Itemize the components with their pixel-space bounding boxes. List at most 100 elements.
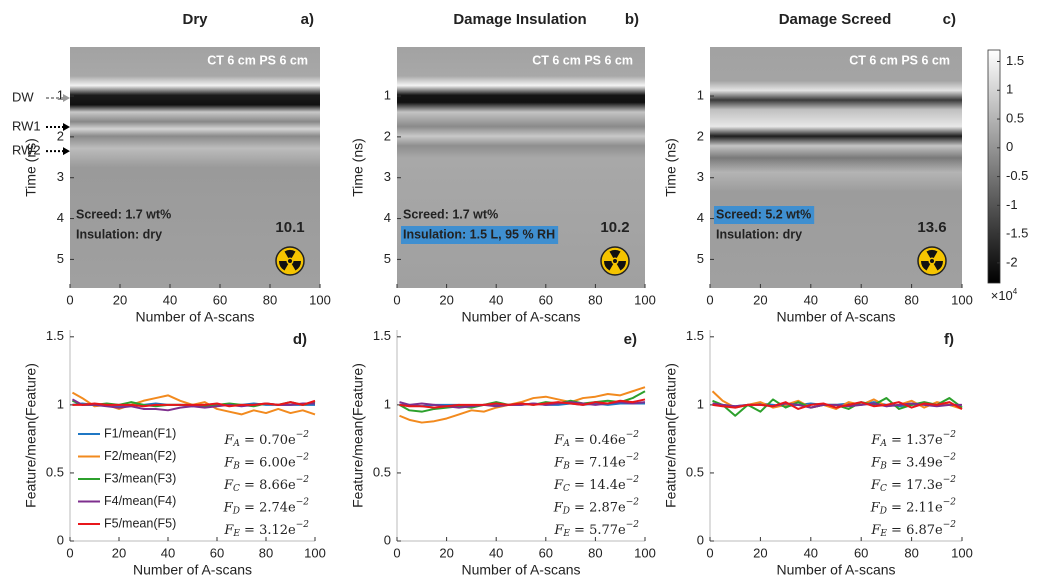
marker-head xyxy=(63,123,70,132)
marker-head xyxy=(63,94,70,103)
y-axis-label: Feature/mean(Feature) xyxy=(663,363,679,508)
panel-letter: f) xyxy=(944,331,954,348)
y-tick-label: 1 xyxy=(697,396,704,411)
colorbar-tick-label: -1.5 xyxy=(1006,226,1028,241)
x-tick-label: 0 xyxy=(706,292,713,307)
note: Insulation: dry xyxy=(716,227,802,241)
y-tick-label: 0.5 xyxy=(373,464,391,479)
y-tick-label: 3 xyxy=(57,169,64,184)
y-tick-label: 0.5 xyxy=(686,464,704,479)
annotation-text: = 6.87e xyxy=(887,523,943,538)
icon-blade xyxy=(921,261,931,271)
annotation-text: = 0.46e xyxy=(570,433,626,448)
score: 13.6 xyxy=(917,219,946,236)
colorbar-tick-label: 1 xyxy=(1006,82,1013,97)
icon-blade xyxy=(279,261,289,271)
x-tick-label: 40 xyxy=(804,545,818,560)
chart-title: Dry xyxy=(182,11,208,28)
colorbar xyxy=(987,49,1001,284)
x-tick-label: 60 xyxy=(854,545,868,560)
x-tick-label: 80 xyxy=(588,545,602,560)
annotation-exponent: −2 xyxy=(626,452,640,462)
annotation-text: = 1.37e xyxy=(887,433,943,448)
annotation-text: = 17.3e xyxy=(887,478,943,493)
note-highlight xyxy=(401,226,559,244)
marker-label: DW xyxy=(12,89,34,104)
settings-label: CT 6 cm PS 6 cm xyxy=(849,53,950,67)
feature-annotation: FA = 0.46e−2 xyxy=(553,430,639,449)
icon-blade xyxy=(604,261,614,271)
x-tick-label: 100 xyxy=(951,545,973,560)
series-line xyxy=(712,401,963,410)
y-tick-label: 0.5 xyxy=(46,464,64,479)
annotation-subscript: E xyxy=(879,529,887,539)
y-tick-label: 5 xyxy=(57,251,64,266)
colorbar-tick-label: 0 xyxy=(1006,139,1013,154)
colorbar-tick-label: 0.5 xyxy=(1006,110,1024,125)
annotation-subscript: B xyxy=(879,461,887,471)
y-tick-label: 2 xyxy=(57,128,64,143)
radiation-icon xyxy=(917,246,947,276)
colorbar-multiplier: ×104 xyxy=(991,287,1018,303)
note: Insulation: 1.5 L, 95 % RH xyxy=(403,227,555,241)
feature-annotation: FC = 8.66e−2 xyxy=(223,475,309,494)
legend-label: F1/mean(F1) xyxy=(104,426,176,440)
annotation-symbol: F xyxy=(553,433,564,448)
icon-blade xyxy=(926,250,938,258)
x-axis-label: Number of A-scans xyxy=(133,562,252,578)
annotation-symbol: F xyxy=(870,455,881,470)
note: Screed: 1.7 wt% xyxy=(76,207,171,221)
series-line xyxy=(399,398,646,409)
x-tick-label: 100 xyxy=(309,292,331,307)
marker-label: RW1 xyxy=(12,118,41,133)
annotation-exponent: −2 xyxy=(943,452,957,462)
y-tick-label: 1 xyxy=(57,396,64,411)
annotation-symbol: F xyxy=(223,433,234,448)
annotation-subscript: D xyxy=(879,506,887,516)
annotation-subscript: A xyxy=(562,439,570,449)
annotation-symbol: F xyxy=(223,500,234,515)
panel-letter: b) xyxy=(625,11,639,28)
annotation-exponent: −2 xyxy=(943,430,957,440)
feature-annotation: FC = 14.4e−2 xyxy=(553,475,639,494)
annotation-text: = 7.14e xyxy=(570,455,626,470)
y-tick-label: 1.5 xyxy=(686,328,704,343)
annotation-symbol: F xyxy=(870,523,881,538)
legend-label: F2/mean(F2) xyxy=(104,449,176,463)
x-tick-label: 0 xyxy=(706,545,713,560)
y-tick-label: 1 xyxy=(57,87,64,102)
radargram xyxy=(397,47,645,288)
annotation-subscript: C xyxy=(880,484,887,494)
feature-annotation: FD = 2.74e−2 xyxy=(223,497,310,516)
panel-letter: d) xyxy=(293,331,307,348)
radargram xyxy=(710,47,962,288)
feature-annotation: FB = 3.49e−2 xyxy=(870,452,956,471)
annotation-subscript: E xyxy=(562,529,570,539)
x-tick-label: 100 xyxy=(634,545,656,560)
annotation-exponent: −2 xyxy=(296,520,310,530)
y-axis-label: Feature/mean(Feature) xyxy=(23,363,39,508)
annotation-text: = 8.66e xyxy=(240,478,296,493)
annotation-exponent: −2 xyxy=(626,475,640,485)
radargram xyxy=(70,47,320,288)
x-tick-label: 40 xyxy=(489,545,503,560)
colorbar-tick-label: -0.5 xyxy=(1006,168,1028,183)
series-line xyxy=(399,386,646,424)
annotation-exponent: −2 xyxy=(626,520,640,530)
annotation-symbol: F xyxy=(223,523,234,538)
annotation-subscript: A xyxy=(879,439,887,449)
x-tick-label: 100 xyxy=(634,292,656,307)
x-tick-label: 80 xyxy=(588,292,602,307)
annotation-subscript: C xyxy=(233,484,240,494)
annotation-symbol: F xyxy=(553,478,564,493)
x-tick-label: 60 xyxy=(539,292,553,307)
y-axis-label: Time (ns) xyxy=(23,138,39,197)
chart-title: Damage Insulation xyxy=(453,11,586,28)
icon-center xyxy=(930,259,934,263)
multiplier-base: ×10 xyxy=(991,288,1013,303)
annotation-text: = 3.49e xyxy=(887,455,943,470)
annotation-symbol: F xyxy=(870,478,881,493)
x-tick-label: 20 xyxy=(113,292,127,307)
x-tick-label: 60 xyxy=(539,545,553,560)
